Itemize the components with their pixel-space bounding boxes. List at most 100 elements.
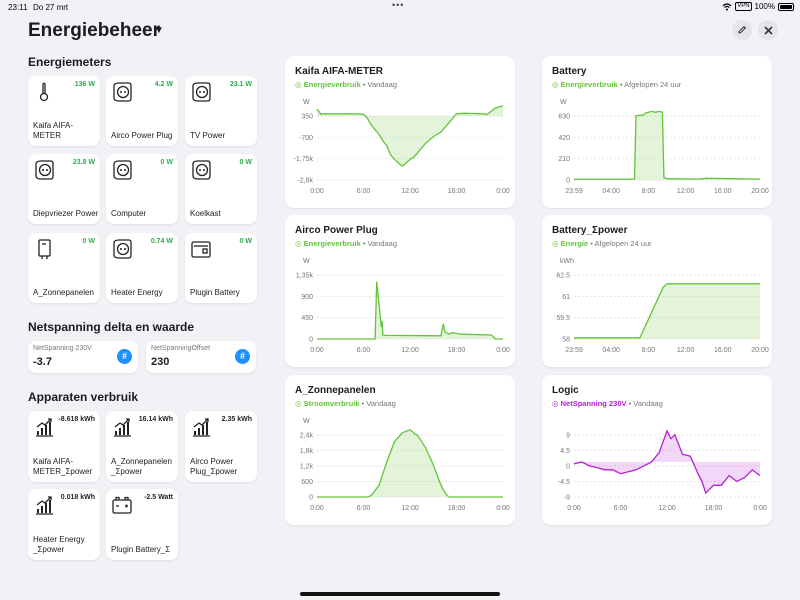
meter-tile[interactable]: 23.1 W TV Power	[185, 76, 257, 146]
apparaat-value: 2.35 kWh	[221, 416, 252, 423]
chart-title: A_Zonnepanelen	[295, 385, 376, 396]
entity-icon: ◎	[295, 399, 304, 408]
home-indicator[interactable]	[300, 592, 500, 596]
y-tick-label: -700	[299, 135, 313, 142]
chart-entity: Energie	[560, 239, 589, 248]
meter-name: Kaifa AIFA-METER	[33, 121, 74, 140]
meter-tile[interactable]: 23.8 W Diepvriezer Power	[28, 154, 100, 224]
apparaat-tile[interactable]: 2.35 kWh Airco Power Plug_Σpower	[185, 411, 257, 482]
chart-title: Battery_Σpower	[552, 225, 628, 236]
field-value: -3.7	[33, 356, 52, 368]
x-tick-label: 6:00	[614, 505, 628, 512]
series-area	[317, 105, 503, 167]
x-tick-label: 23:59	[565, 188, 583, 195]
chart-title: Airco Power Plug	[295, 225, 378, 236]
number-field[interactable]: NetSpanningOffset 230 #	[146, 341, 256, 373]
x-tick-label: 0:00	[753, 505, 767, 512]
x-tick-label: 6:00	[357, 188, 371, 195]
meter-value: 0.74 W	[150, 238, 173, 245]
entity-icon: ◎	[295, 80, 304, 89]
chart-card[interactable]: Airco Power Plug ◎ Energieverbruik • Vand…	[285, 215, 515, 367]
battery-percent: 100%	[754, 2, 775, 11]
chart-card[interactable]: Battery_Σpower ◎ Energie • Afgelopen 24 u…	[542, 215, 772, 367]
meter-icon	[33, 81, 55, 103]
x-tick-label: 0:00	[310, 188, 324, 195]
section-apparaten: Apparaten verbruik	[28, 390, 139, 404]
meter-tile[interactable]: 0 W A_Zonnepanelen	[28, 233, 100, 303]
series-line	[317, 429, 503, 498]
meter-value: 4.2 W	[154, 81, 173, 88]
energy-chart-icon	[33, 494, 55, 516]
header: Energiebeheer ▼	[28, 18, 778, 44]
meter-tile[interactable]: 0 W Plugin Battery	[185, 233, 257, 303]
meter-tile[interactable]: 0 W Computer	[106, 154, 178, 224]
y-tick-label: 0	[566, 464, 570, 471]
chart-subtitle: ◎ Energieverbruik • Vandaag	[295, 239, 398, 248]
meter-tile[interactable]: 4.2 W Airco Power Plug	[106, 76, 178, 146]
x-tick-label: 0:00	[310, 347, 324, 354]
chevron-down-icon[interactable]: ▼	[154, 25, 164, 36]
apparaat-tile[interactable]: 16.14 kWh A_Zonnepanelen _Σpower	[106, 411, 178, 482]
series-area	[574, 111, 760, 180]
entity-icon: ◎	[552, 80, 561, 89]
entity-icon: ◎	[295, 239, 304, 248]
chart-title: Battery	[552, 66, 587, 77]
meter-name: Koelkast	[190, 209, 221, 218]
chart-card[interactable]: Kaifa AIFA-METER ◎ Energieverbruik • Vand…	[285, 56, 515, 208]
hash-icon[interactable]: #	[235, 349, 250, 364]
apparaat-value: 16.14 kWh	[138, 416, 173, 423]
y-tick-label: 1,35k	[296, 273, 314, 280]
meter-tile[interactable]: 136 W Kaifa AIFA-METER	[28, 76, 100, 146]
chart-card[interactable]: Battery ◎ Energieverbruik • Afgelopen 24 …	[542, 56, 772, 208]
chart-entity: Energieverbruik	[303, 239, 361, 248]
number-field[interactable]: NetSpanning 230V -3.7 #	[28, 341, 138, 373]
meter-tile[interactable]: 0.74 W Heater Energy	[106, 233, 178, 303]
meter-name: TV Power	[190, 131, 226, 140]
chart-entity: NetSpanning 230V	[560, 399, 627, 408]
meter-value: 0 W	[160, 159, 173, 166]
car-battery-icon	[111, 494, 133, 516]
x-tick-label: 12:00	[401, 347, 419, 354]
meter-value: 0 W	[239, 238, 252, 245]
status-time: 23:11	[8, 3, 28, 12]
hash-icon[interactable]: #	[117, 349, 132, 364]
x-tick-label: 12:00	[401, 188, 419, 195]
chart-plot: 9 4.5 0 -4.5 -9 0:00 6:00 12:00 18:00 0:00	[558, 429, 767, 512]
edit-button[interactable]	[732, 20, 752, 40]
x-tick-label: 0:00	[496, 188, 510, 195]
apparaat-tile[interactable]: -2.5 Watt Plugin Battery_Σ	[106, 489, 178, 560]
x-tick-label: 6:00	[357, 347, 371, 354]
meter-name: A_Zonnepanelen	[33, 288, 94, 297]
meter-name: Diepvriezer Power	[33, 209, 99, 218]
meter-value: 0 W	[239, 159, 252, 166]
chart-card[interactable]: Logic ◎ NetSpanning 230V • Vandaag 9 4.5 0 -4…	[542, 375, 772, 525]
x-tick-label: 8:00	[642, 347, 656, 354]
y-tick-label: 600	[301, 479, 313, 486]
apparaat-name: Heater Energy _Σpower	[33, 535, 85, 554]
y-tick-label: 1,8k	[300, 448, 314, 455]
close-button[interactable]	[758, 20, 778, 40]
meter-value: 136 W	[74, 81, 95, 88]
y-axis-label: W	[303, 258, 310, 265]
apparaat-tile[interactable]: -8.618 kWh Kaifa AIFA-METER_Σpower	[28, 411, 100, 482]
y-tick-label: 9	[566, 433, 570, 440]
chart-subtitle: ◎ NetSpanning 230V • Vandaag	[552, 399, 663, 408]
apparaat-tile[interactable]: 0.018 kWh Heater Energy _Σpower	[28, 489, 100, 560]
chart-card[interactable]: A_Zonnepanelen ◎ Stroomverbruik • Vandaag…	[285, 375, 515, 525]
x-tick-label: 04:00	[602, 347, 620, 354]
series-area	[317, 429, 503, 497]
meter-value: 23.1 W	[229, 81, 252, 88]
meter-value: 0 W	[82, 238, 95, 245]
x-tick-label: 18:00	[448, 188, 466, 195]
y-tick-label: 900	[301, 294, 313, 301]
meter-tile[interactable]: 0 W Koelkast	[185, 154, 257, 224]
y-tick-label: 350	[301, 114, 313, 121]
multitask-dots-icon[interactable]: •••	[392, 0, 405, 10]
y-axis-label: W	[303, 99, 310, 106]
y-tick-label: 450	[301, 315, 313, 322]
page-title[interactable]: Energiebeheer	[28, 20, 160, 41]
y-tick-label: 2,4k	[300, 433, 314, 440]
vpn-badge: VPN	[735, 2, 752, 11]
entity-icon: ◎	[552, 239, 561, 248]
x-tick-label: 6:00	[357, 505, 371, 512]
